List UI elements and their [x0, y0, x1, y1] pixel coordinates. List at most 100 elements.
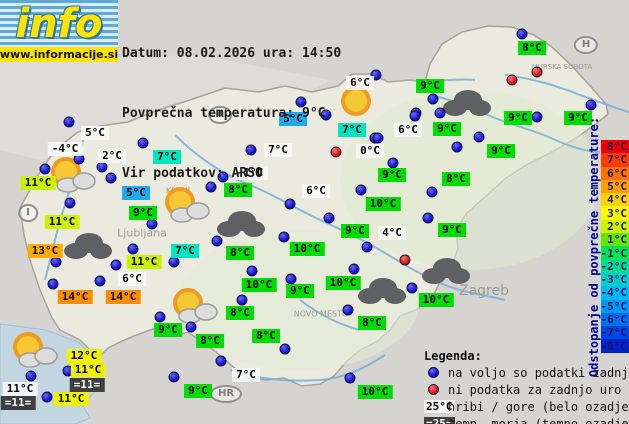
legend-item-sea: =25= temp. morja (temno ozadje) — [424, 415, 629, 424]
city-label: Ljubljana — [117, 226, 167, 240]
station-label: 9°C — [184, 384, 212, 398]
station-label: 9°C — [378, 168, 406, 182]
station-dot-blue — [127, 243, 139, 255]
station-label: =11= — [69, 378, 105, 392]
country-marker-h: H — [573, 36, 599, 54]
scale-cell: -3°C — [600, 272, 629, 287]
station-dot-blue — [531, 111, 543, 123]
header-date-line: Datum: 08.02.2026 ura: 14:50 — [122, 46, 342, 61]
dark-label-icon: =25= — [424, 417, 455, 424]
station-label: 11°C — [126, 255, 162, 269]
station-label: 14°C — [57, 290, 93, 304]
station-dot-blue — [473, 131, 485, 143]
station-label: 8°C — [196, 334, 224, 348]
station-label: 6°C — [394, 123, 422, 137]
station-label: 7°C — [171, 244, 199, 258]
scale-cell: -4°C — [600, 286, 629, 300]
station-label: 5°C — [122, 186, 150, 200]
station-label: 9°C — [416, 79, 444, 93]
scale-cell: 8°C — [601, 140, 629, 154]
city-label: NOVO MESTO — [293, 309, 349, 319]
station-dot-red — [531, 66, 543, 78]
header-source-line: Vir podatkov: ARSO — [122, 166, 263, 181]
station-dot-blue — [211, 235, 223, 247]
site-logo: info www.informacije.si — [0, 0, 118, 62]
station-dot-blue — [245, 144, 257, 156]
station-label: 9°C — [433, 122, 461, 136]
station-label: 10°C — [365, 197, 401, 211]
station-dot-blue — [205, 181, 217, 193]
station-label: 5°C — [81, 126, 109, 140]
station-dot-blue — [434, 107, 446, 119]
logo-url: www.informacije.si — [0, 47, 119, 62]
legend-item-label: na voljo so podatki zadnje ure — [448, 365, 629, 380]
station-label: 11°C — [53, 392, 89, 406]
station-label: 10°C — [325, 276, 361, 290]
station-label: 7°C — [264, 143, 292, 157]
station-dot-blue — [279, 343, 291, 355]
station-label: 9°C — [564, 111, 592, 125]
cloud-icon — [354, 274, 408, 310]
cloud-icon — [418, 254, 472, 290]
station-label: =11= — [0, 396, 36, 410]
country-marker-hr: HR — [209, 385, 243, 403]
station-dot-blue — [50, 256, 62, 268]
station-label: 11°C — [44, 215, 80, 229]
scale-cell: -1°C — [600, 246, 629, 260]
station-dot-blue — [422, 212, 434, 224]
station-label: 10°C — [418, 293, 454, 307]
station-dot-blue — [47, 278, 59, 290]
station-dot-blue — [105, 172, 117, 184]
station-label: 7°C — [232, 368, 260, 382]
station-label: 8°C — [518, 41, 546, 55]
station-dot-blue — [217, 171, 229, 183]
station-dot-blue — [323, 212, 335, 224]
station-dot-blue — [387, 157, 399, 169]
station-dot-blue — [63, 116, 75, 128]
scale-cells: 8°C 7°C 6°C 5°C 4°C 3°C 2°C 1°C -1°C -2°C -3°C -4°C… — [601, 140, 629, 353]
station-dot-blue — [64, 197, 76, 209]
white-label-icon: 25°C — [424, 400, 455, 413]
station-dot-blue — [25, 370, 37, 382]
station-label: 9°C — [286, 284, 314, 298]
scale-cell: -8°C — [600, 339, 629, 353]
partly-cloudy-icon — [158, 186, 216, 230]
logo-stripes: info — [0, 0, 118, 47]
station-label: -4°C — [47, 142, 83, 156]
scale-cell: -7°C — [600, 326, 629, 340]
station-label: 4°C — [378, 226, 406, 240]
station-label: 11°C — [2, 382, 38, 396]
station-dot-blue — [585, 99, 597, 111]
station-dot-blue — [361, 241, 373, 253]
station-label: 8°C — [442, 172, 470, 186]
scale-cell: 5°C — [601, 179, 629, 194]
station-label: 11°C — [20, 176, 56, 190]
station-dot-blue — [278, 231, 290, 243]
station-label: 9°C — [341, 224, 369, 238]
station-dot-blue — [355, 184, 367, 196]
scale-cell: 1°C — [601, 233, 629, 247]
header-info: Datum: 08.02.2026 ura: 14:50 Povprečna t… — [122, 4, 341, 224]
station-dot-blue — [236, 294, 248, 306]
station-dot-red — [506, 74, 518, 86]
station-label: 10°C — [357, 385, 393, 399]
station-label: 10°C — [241, 278, 277, 292]
city-label: Zagreb — [458, 283, 510, 299]
station-dot-blue — [370, 69, 382, 81]
station-label: 9°C — [154, 323, 182, 337]
scale-cell: 2°C — [601, 219, 629, 234]
station-dot-blue — [168, 371, 180, 383]
station-dot-blue — [320, 109, 332, 121]
station-label: 0°C — [356, 144, 384, 158]
blue-dot-icon — [424, 367, 448, 378]
logo-word: info — [15, 0, 103, 47]
station-label: 8°C — [226, 246, 254, 260]
station-dot-blue — [409, 110, 421, 122]
station-label: 13°C — [27, 244, 63, 258]
red-dot-icon — [424, 384, 448, 395]
legend-item-label: temp. morja (temno ozadje) — [448, 416, 629, 424]
station-dot-red — [330, 146, 342, 158]
station-dot-blue — [246, 265, 258, 277]
legend-item-mountain: 25°C hribi / gore (belo ozadje) — [424, 398, 629, 415]
